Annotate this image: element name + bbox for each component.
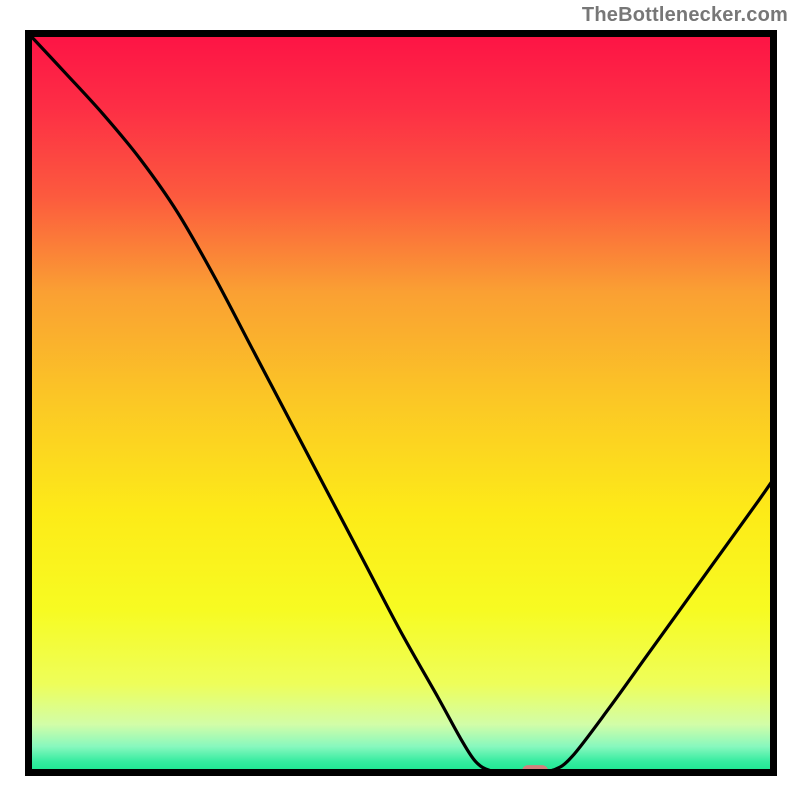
- chart-svg: [25, 30, 777, 776]
- chart-frame: TheBottlenecker.com: [0, 0, 800, 800]
- watermark-text: TheBottlenecker.com: [582, 4, 788, 27]
- gradient-background: [29, 34, 774, 773]
- plot-group: [29, 34, 774, 777]
- plot-area: [25, 30, 777, 776]
